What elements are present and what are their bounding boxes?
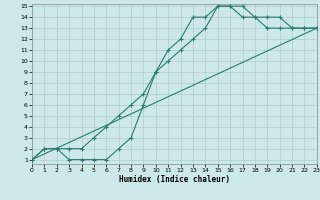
X-axis label: Humidex (Indice chaleur): Humidex (Indice chaleur) — [119, 175, 230, 184]
